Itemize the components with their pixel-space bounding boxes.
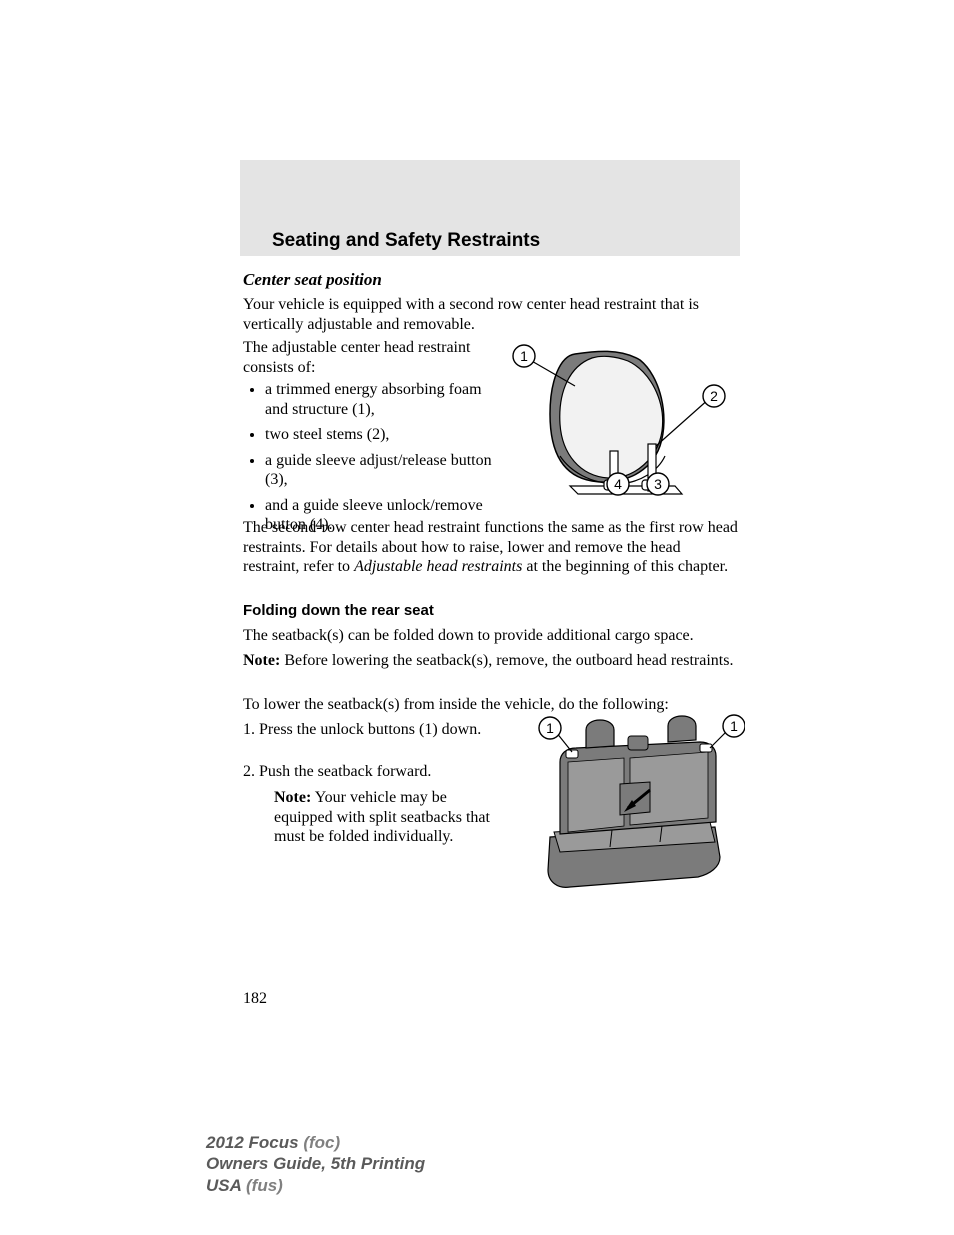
subhead-folding: Folding down the rear seat <box>243 602 434 619</box>
section-title: Seating and Safety Restraints <box>272 230 540 252</box>
note-label: Note: <box>243 652 280 669</box>
bullet-item: two steel stems (2), <box>265 425 505 445</box>
bullet-item: a guide sleeve adjust/release button (3)… <box>265 451 505 490</box>
page-number: 182 <box>243 990 267 1008</box>
footer-code1: (foc) <box>303 1133 340 1152</box>
page: Seating and Safety Restraints Center sea… <box>0 0 954 1235</box>
callout-4: 4 <box>614 476 622 492</box>
rear-seat-svg: 1 1 <box>520 712 745 902</box>
head-restraint-svg: 1 2 3 4 <box>500 336 740 506</box>
para-second-row-em: Adjustable head restraints <box>354 558 522 575</box>
bullet-item: a trimmed energy absorbing foam and stru… <box>265 380 505 419</box>
callout-1: 1 <box>520 348 528 364</box>
figure-rear-seat: 1 1 <box>520 712 745 902</box>
footer-line-2: Owners Guide, 5th Printing <box>206 1153 425 1174</box>
figure-head-restraint: 1 2 3 4 <box>500 336 740 506</box>
para-second-row: The second-row center head restraint fun… <box>243 518 741 577</box>
footer-model: 2012 Focus <box>206 1133 303 1152</box>
footer-line-1: 2012 Focus (foc) <box>206 1132 425 1153</box>
footer-line-3: USA (fus) <box>206 1175 425 1196</box>
para-consists: The adjustable center head restraint con… <box>243 338 503 377</box>
note2-label: Note: <box>274 789 311 806</box>
note-text: Before lowering the seatback(s), remove,… <box>280 652 733 669</box>
para-note2: Note: Your vehicle may be equipped with … <box>274 788 504 847</box>
footer-code2: (fus) <box>246 1176 283 1195</box>
footer-region: USA <box>206 1176 246 1195</box>
callout-2: 2 <box>710 388 718 404</box>
para-fold-intro: The seatback(s) can be folded down to pr… <box>243 626 741 646</box>
para-note1: Note: Before lowering the seatback(s), r… <box>243 651 741 671</box>
para-intro: Your vehicle is equipped with a second r… <box>243 295 741 334</box>
callout-3: 3 <box>654 476 662 492</box>
bullet-list: a trimmed energy absorbing foam and stru… <box>243 380 505 535</box>
footer: 2012 Focus (foc) Owners Guide, 5th Print… <box>206 1132 425 1196</box>
callout-1-left: 1 <box>546 720 554 736</box>
step-2: 2. Push the seatback forward. <box>243 762 493 782</box>
bullet-list-wrap: a trimmed energy absorbing foam and stru… <box>243 380 505 541</box>
para-second-row-b: at the beginning of this chapter. <box>522 558 728 575</box>
step-1: 1. Press the unlock buttons (1) down. <box>243 720 493 740</box>
callout-1-right: 1 <box>730 718 738 734</box>
subhead-center-seat: Center seat position <box>243 270 382 290</box>
